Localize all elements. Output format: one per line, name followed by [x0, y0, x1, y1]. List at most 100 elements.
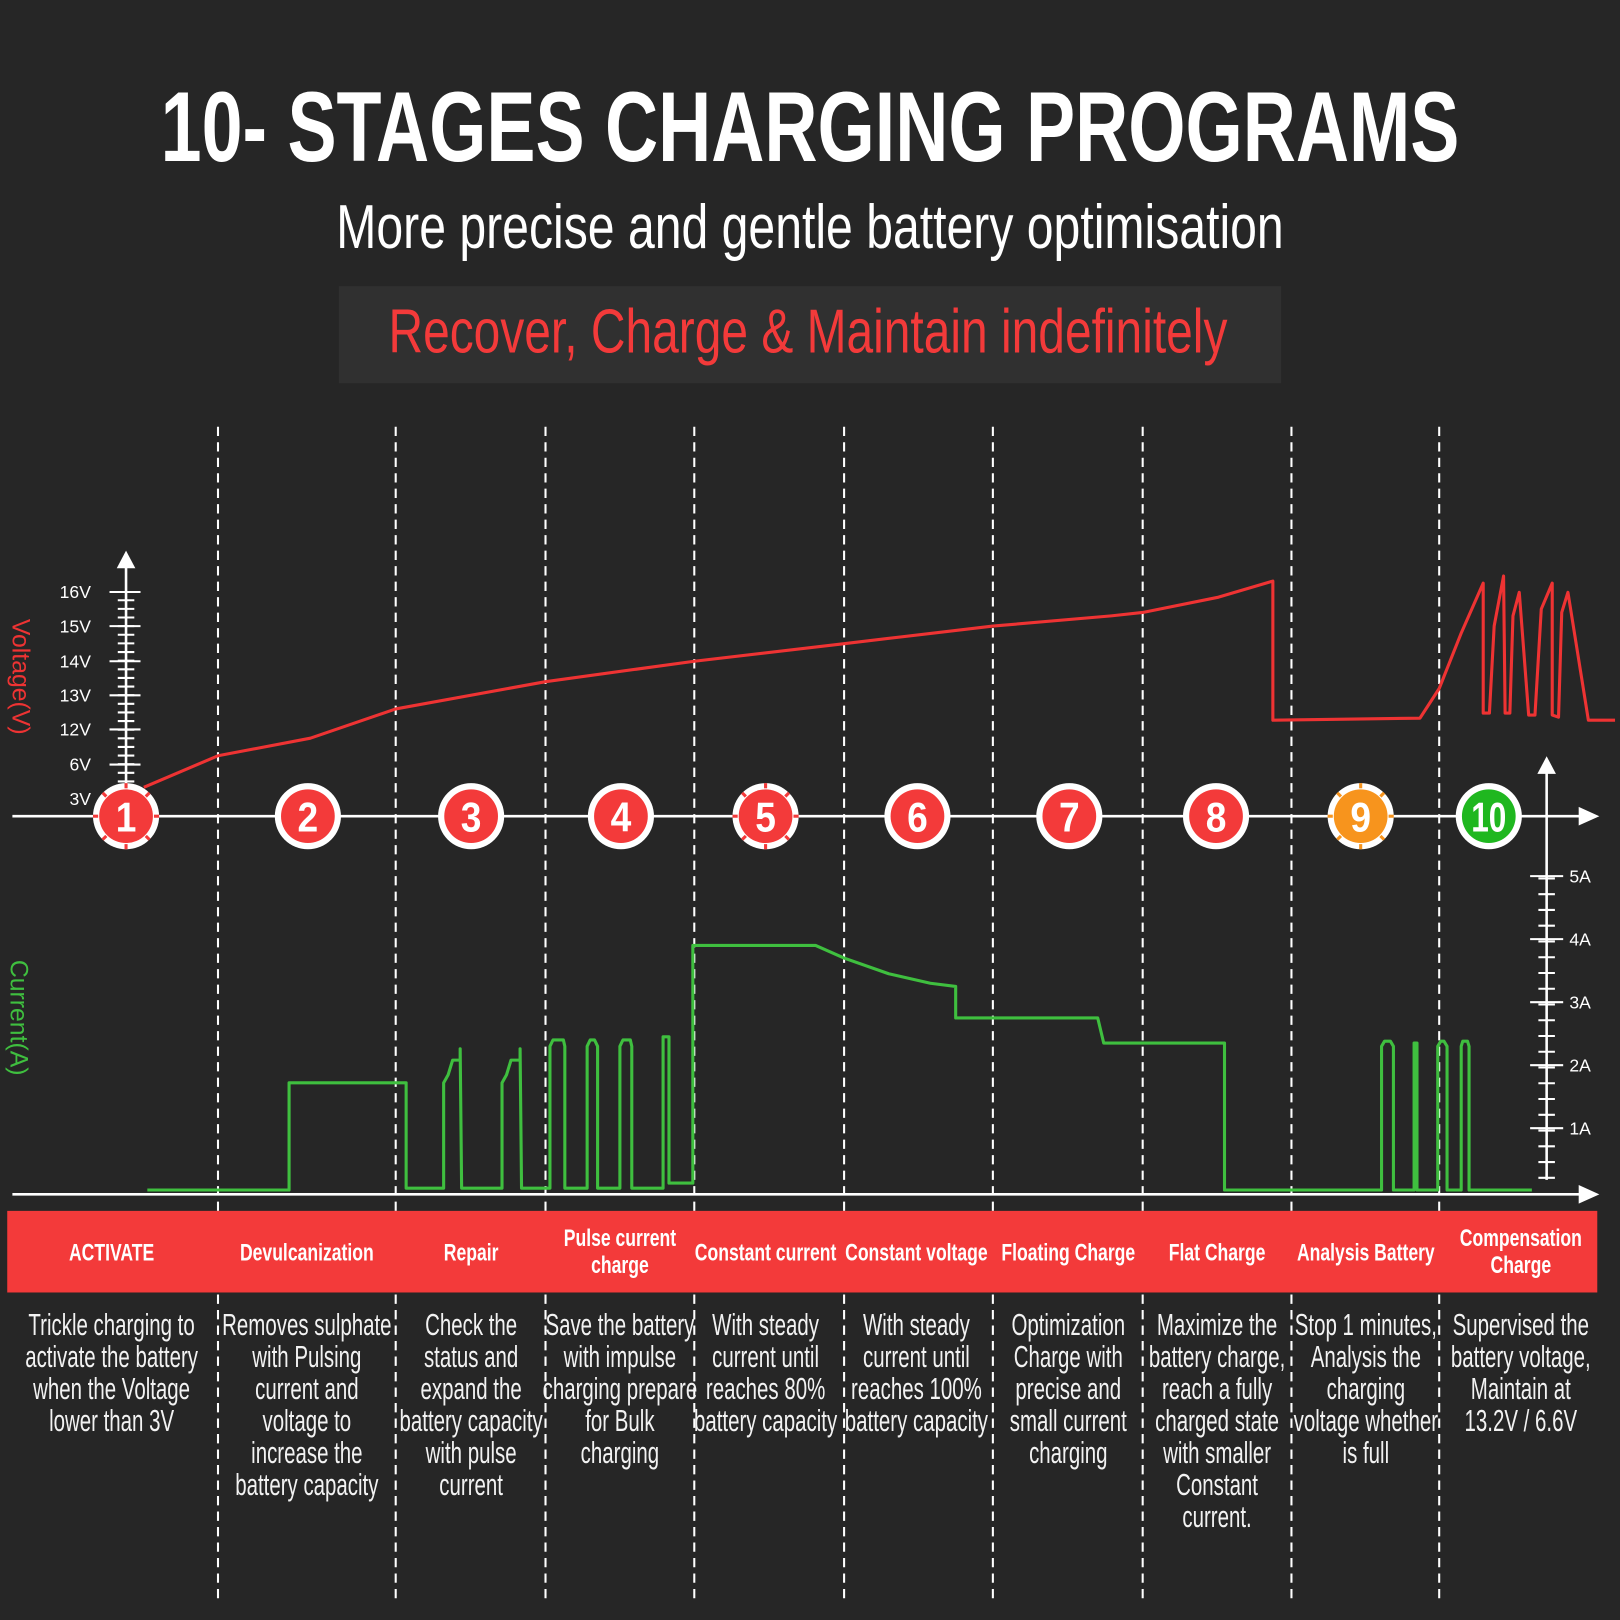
voltage-tick-label: 12V — [60, 720, 92, 740]
stage-description-line: increase the — [251, 1435, 362, 1470]
stage-description-line: charged state — [1155, 1403, 1279, 1438]
current-tick-label: 3A — [1569, 992, 1591, 1012]
stage-marker-9: 9 — [1327, 783, 1394, 850]
voltage-series-line — [143, 574, 1616, 789]
stage-marker-7: 7 — [1036, 783, 1103, 850]
stage-description-line: With steady — [712, 1307, 820, 1342]
stage-number: 10 — [1471, 795, 1506, 841]
stage-name: Floating Charge — [1001, 1240, 1135, 1266]
stage-number: 8 — [1206, 795, 1227, 841]
stage-name: Repair — [444, 1240, 499, 1266]
current-axis-title: Current(A) — [4, 960, 31, 1076]
stage-number: 7 — [1059, 795, 1080, 841]
stage-marker-5: 5 — [732, 783, 799, 850]
stage-description-line: status and — [424, 1339, 518, 1374]
stage-description-line: is full — [1343, 1435, 1390, 1470]
stage-marker-6: 6 — [884, 783, 951, 850]
stage-name: Constant current — [695, 1240, 837, 1266]
stage-description-line: reaches 100% — [851, 1371, 982, 1406]
stage-description-line: Supervised the — [1453, 1307, 1589, 1342]
current-tick-label: 5A — [1569, 866, 1591, 886]
stage-name: Analysis Battery — [1297, 1240, 1435, 1266]
stage-description-line: battery capacity — [400, 1403, 544, 1438]
stage-number: 3 — [461, 795, 482, 841]
stage-description-line: current — [439, 1467, 503, 1502]
stage-description-line: with Pulsing — [252, 1339, 362, 1374]
stage-description-line: with pulse — [425, 1435, 517, 1470]
stage-description-line: Save the battery — [545, 1307, 695, 1342]
arrow-up-icon — [116, 550, 136, 569]
voltage-axis-title: Voltage(V) — [6, 619, 33, 735]
stage-number: 1 — [116, 795, 137, 841]
stage-description-line: current until — [863, 1339, 970, 1374]
stage-description-line: with impulse — [563, 1339, 676, 1374]
current-tick-label: 2A — [1569, 1055, 1591, 1075]
stage-description-line: battery capacity — [694, 1403, 838, 1438]
stage-description-line: current. — [1182, 1499, 1251, 1534]
stage-description-line: reaches 80% — [706, 1371, 825, 1406]
stage-name: ACTIVATE — [69, 1240, 154, 1266]
voltage-tick-label: 13V — [60, 686, 92, 706]
arrow-up-icon — [1537, 756, 1556, 774]
stage-description-line: Maximize the — [1157, 1307, 1277, 1342]
stage-marker-4: 4 — [587, 783, 654, 850]
voltage-tick-label: 3V — [69, 789, 91, 809]
stage-description-line: precise and — [1015, 1371, 1121, 1406]
voltage-tick-label: 6V — [69, 755, 91, 775]
current-tick-label: 4A — [1569, 929, 1591, 949]
stage-description-line: battery voltage, — [1451, 1339, 1591, 1374]
stage-marker-8: 8 — [1182, 783, 1250, 850]
stage-description-line: Maintain at — [1471, 1371, 1572, 1406]
stage-description-line: small current — [1010, 1403, 1128, 1438]
stage-description-line: Trickle charging to — [28, 1307, 194, 1342]
stage-name: charge — [591, 1252, 649, 1278]
arrow-right-icon — [1578, 806, 1600, 826]
voltage-tick-label: 14V — [60, 651, 92, 671]
stage-description-line: expand the — [421, 1371, 522, 1406]
stage-description-line: Constant — [1176, 1467, 1258, 1502]
tagline-box — [338, 286, 1282, 384]
stage-name: Constant voltage — [845, 1240, 988, 1266]
voltage-tick-label: 15V — [60, 616, 92, 636]
stage-description-line: voltage to — [263, 1403, 352, 1438]
stage-description-line: with smaller — [1162, 1435, 1271, 1470]
page-title: 10- STAGES CHARGING PROGRAMS — [161, 72, 1460, 183]
arrow-right-icon — [1578, 1185, 1600, 1204]
stage-description-line: current until — [712, 1339, 819, 1374]
page-subtitle: More precise and gentle battery optimisa… — [336, 193, 1283, 262]
stage-headers: ACTIVATE Devulcanization Repair Pulse curre… — [69, 1226, 1582, 1279]
tagline: Recover, Charge & Maintain indefinitely — [388, 297, 1227, 366]
stage-description-line: for Bulk — [585, 1403, 655, 1438]
stage-description-line: charging prepare — [543, 1371, 698, 1406]
stage-description-line: current and — [255, 1371, 358, 1406]
stage-description-line: reach a fully — [1162, 1371, 1273, 1406]
stage-marker-1: 1 — [92, 783, 160, 850]
stage-description-line: Stop 1 minutes, — [1295, 1307, 1437, 1342]
stage-marker-3: 3 — [438, 783, 505, 850]
stage-number: 4 — [611, 795, 632, 841]
stage-description-line: battery capacity — [235, 1467, 379, 1502]
stage-description-line: Analysis the — [1311, 1339, 1421, 1374]
stage-description-line: Check the — [425, 1307, 517, 1342]
stage-number: 9 — [1350, 795, 1371, 841]
stage-description-line: activate the battery — [25, 1339, 198, 1374]
stage-description-line: With steady — [863, 1307, 971, 1342]
chart-axes: 3V 6V 12V 13V 14V 15V 16V 1A 2A 3A 4A 5A — [12, 550, 1600, 1204]
stage-name: Pulse current — [564, 1226, 676, 1252]
stage-description-line: battery capacity — [845, 1403, 989, 1438]
stage-description-line: charging — [581, 1435, 659, 1470]
stage-description-line: Optimization — [1011, 1307, 1125, 1342]
stage-markers: 1 2 3 4 5 6 7 8 9 10 — [92, 783, 1522, 850]
stage-description-line: charging — [1327, 1371, 1405, 1406]
stage-name: Charge — [1491, 1252, 1552, 1278]
stage-header-band — [7, 1210, 1598, 1293]
voltage-tick-label: 16V — [60, 582, 92, 602]
stage-number: 6 — [907, 795, 928, 841]
stage-description-line: charging — [1029, 1435, 1107, 1470]
stage-dividers — [216, 426, 1441, 1600]
stage-name: Devulcanization — [240, 1240, 374, 1266]
stage-name: Flat Charge — [1169, 1240, 1266, 1266]
current-series-line — [147, 943, 1532, 1192]
